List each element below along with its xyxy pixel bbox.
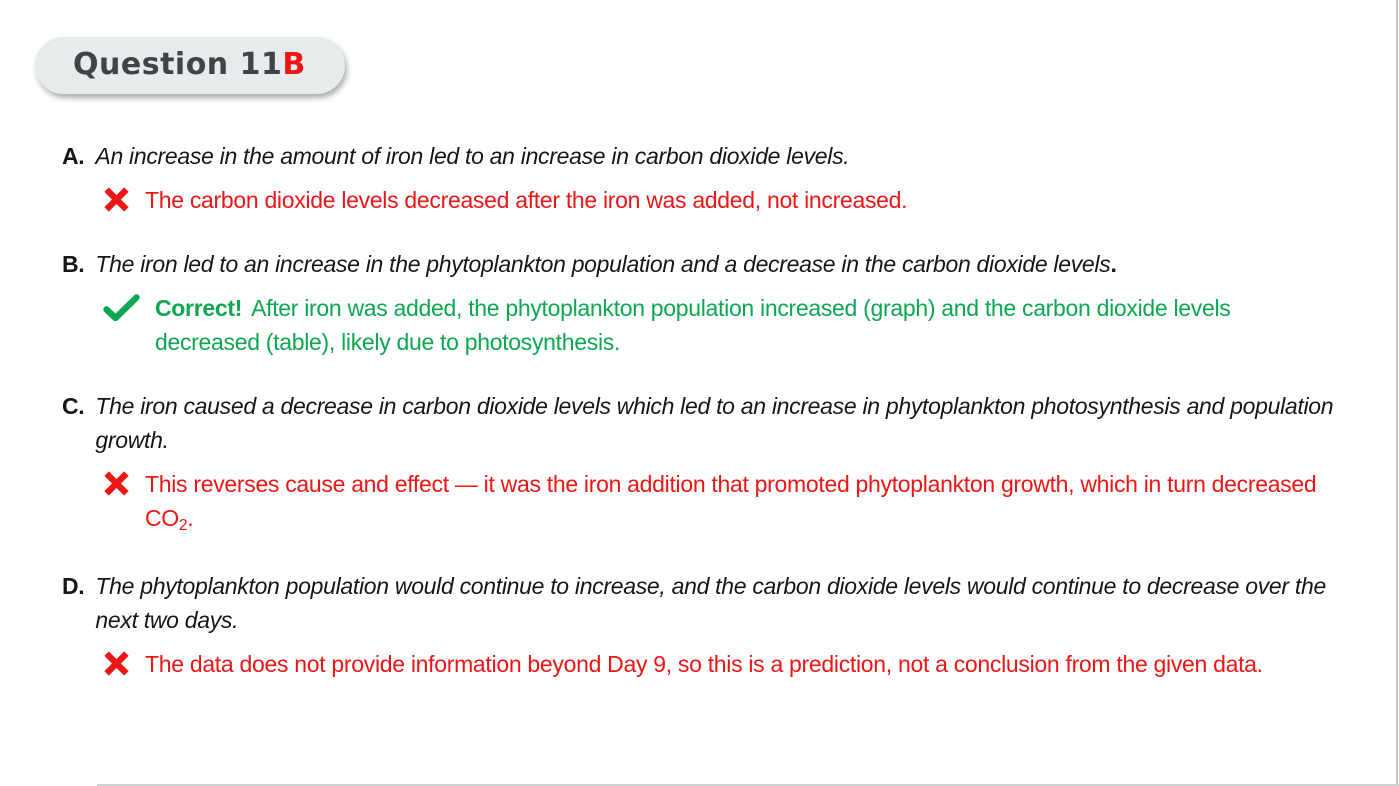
option-b-statement-body: The iron led to an increase in the phyto… xyxy=(95,251,1111,277)
option-d-letter: D. xyxy=(62,573,85,599)
option-c-explanation: This reverses cause and effect — it was … xyxy=(103,467,1369,539)
option-a-letter: A. xyxy=(62,143,85,169)
option-b-explanation-text: Correct! After iron was added, the phytop… xyxy=(155,291,1335,359)
question-badge-answer-letter: B xyxy=(282,47,306,82)
option-d-explanation: The data does not provide information be… xyxy=(103,647,1369,681)
option-c-statement-text: The iron caused a decrease in carbon dio… xyxy=(95,393,1334,453)
question-badge-title: Question 11 xyxy=(73,47,283,82)
option-a: A. An increase in the amount of iron led… xyxy=(62,139,1369,217)
page-bottom-divider xyxy=(97,784,1399,786)
option-d-statement: D. The phytoplankton population would co… xyxy=(62,569,1369,637)
option-c-statement: C. The iron caused a decrease in carbon … xyxy=(62,389,1369,457)
co2-subscript: 2 xyxy=(178,517,188,535)
option-d-statement-text: The phytoplankton population would conti… xyxy=(95,573,1326,633)
page-right-edge-divider xyxy=(1396,0,1398,786)
option-b-statement: B. The iron led to an increase in the ph… xyxy=(62,247,1369,281)
option-b-explanation: Correct! After iron was added, the phytop… xyxy=(103,291,1369,359)
cross-icon xyxy=(103,470,130,497)
correct-label: Correct! xyxy=(155,295,243,321)
option-a-explanation: The carbon dioxide levels decreased afte… xyxy=(103,183,1369,217)
cross-icon xyxy=(103,650,130,677)
option-b-letter: B. xyxy=(62,251,85,277)
option-a-explanation-text: The carbon dioxide levels decreased afte… xyxy=(145,187,908,213)
cross-icon xyxy=(103,186,130,213)
option-c-letter: C. xyxy=(62,393,85,419)
option-d: D. The phytoplankton population would co… xyxy=(62,569,1369,681)
option-c-explanation-body: This reverses cause and effect — it was … xyxy=(145,471,1317,531)
option-b: B. The iron led to an increase in the ph… xyxy=(62,247,1369,359)
option-d-explanation-text: The data does not provide information be… xyxy=(145,651,1263,677)
option-b-statement-text: The iron led to an increase in the phyto… xyxy=(95,247,1116,281)
options-list: A. An increase in the amount of iron led… xyxy=(0,94,1399,681)
option-a-statement: A. An increase in the amount of iron led… xyxy=(62,139,1369,173)
check-icon xyxy=(103,294,140,322)
option-c-explanation-period: . xyxy=(187,505,194,531)
option-c: C. The iron caused a decrease in carbon … xyxy=(62,389,1369,539)
option-c-explanation-text: This reverses cause and effect — it was … xyxy=(145,467,1325,539)
option-a-statement-text: An increase in the amount of iron led to… xyxy=(95,143,850,169)
question-badge: Question 11B xyxy=(35,37,346,94)
option-b-explanation-body: After iron was added, the phytoplankton … xyxy=(155,295,1231,355)
option-b-statement-period: . xyxy=(1110,251,1117,277)
